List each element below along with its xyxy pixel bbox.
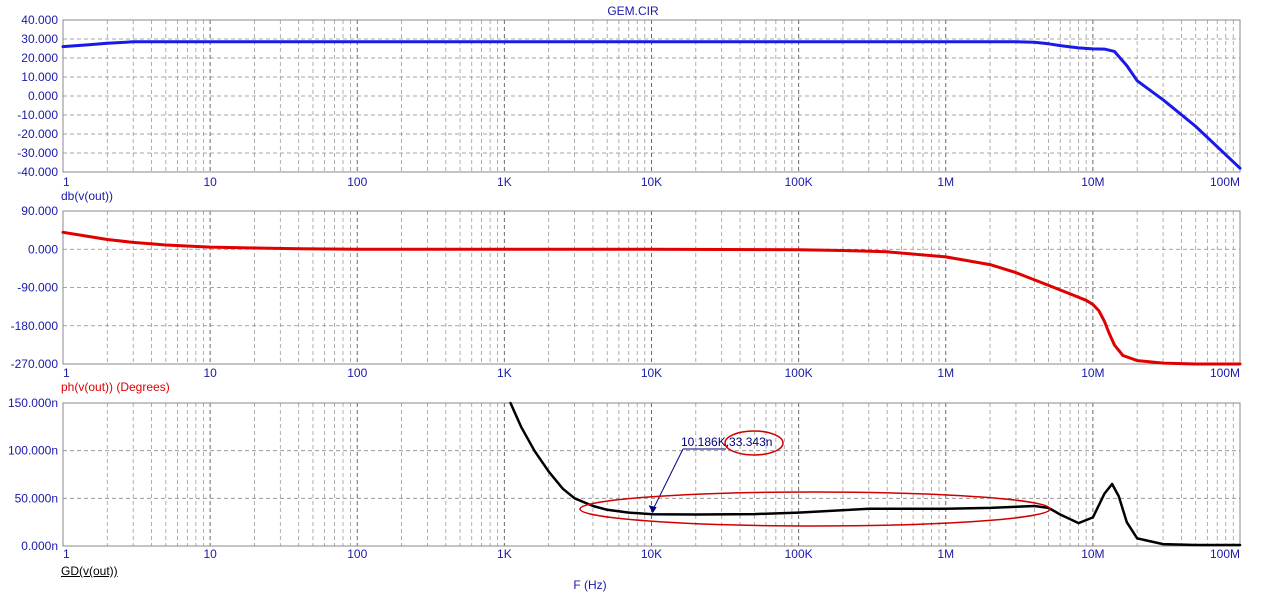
x-tick-label: 1K [497,366,512,380]
series-line [509,401,1242,547]
x-tick-label: 10M [1081,366,1104,380]
x-tick-label: 10 [203,175,217,189]
series-line [61,40,1242,170]
value-highlight-ellipse [724,430,784,456]
x-tick-label: 1M [937,175,954,189]
db-panel-label: db(v(out)) [61,189,114,203]
y-tick-label: -30.000 [17,146,58,160]
x-tick-label: 100M [1210,175,1240,189]
y-tick-label: 100.000n [8,444,58,458]
plot-frame [62,210,1241,365]
x-tick-label: 10M [1081,175,1104,189]
region-highlight-ellipse [579,491,1051,527]
x-tick-label: 100M [1210,366,1240,380]
plot-frame [62,19,1241,173]
marker-label: 10.186K,33.343n [681,435,772,449]
panel-1: 90.000 0.000 -90.000 -180.000 -270.000 1 10 100… [11,204,1242,380]
marker-leader [652,448,684,511]
y-tick-label: 0.000 [28,242,58,256]
phase-panel-label: ph(v(out)) (Degrees) [61,380,170,394]
x-tick-label: 1 [63,366,70,380]
y-tick-label: 90.000 [21,204,58,218]
x-tick-label: 10M [1081,547,1104,561]
x-tick-label: 1 [63,547,70,561]
x-tick-label: 1K [497,175,512,189]
plot-frame [62,402,1241,547]
x-tick-label: 100 [347,366,367,380]
x-tick-label: 10K [641,366,662,380]
x-tick-label: 100K [785,366,813,380]
y-tick-label: -40.000 [17,165,58,179]
gd-panel-label: GD(v(out)) [61,564,118,578]
y-tick-label: -180.000 [11,319,59,333]
x-tick-label: 100K [785,175,813,189]
x-tick-label: 10 [203,547,217,561]
y-tick-label: 150.000n [8,396,58,410]
panel-2: 150.000n 100.000n 50.000n 0.000n 1 10 100 1K 10K… [8,396,1242,561]
x-tick-label: 1 [63,175,70,189]
y-tick-label: 10.000 [21,70,58,84]
y-tick-label: -20.000 [17,127,58,141]
y-tick-label: 0.000 [28,89,58,103]
x-tick-label: 1M [937,366,954,380]
chart-title: GEM.CIR [607,4,659,18]
x-tick-label: 10K [641,175,662,189]
x-tick-label: 100 [347,175,367,189]
x-tick-label: 100K [785,547,813,561]
x-tick-label: 100 [347,547,367,561]
x-tick-label: 100M [1210,547,1240,561]
x-axis-label: F (Hz) [573,578,607,592]
y-tick-label: 40.000 [21,13,58,27]
y-tick-label: -10.000 [17,108,58,122]
marker-arrowhead [648,505,657,514]
panel-0: 40.000 30.000 20.000 10.000 0.000 -10.000 -20.… [17,13,1242,189]
y-tick-label: -270.000 [11,357,59,371]
x-tick-label: 10 [203,366,217,380]
series-line [61,230,1242,366]
y-tick-label: 30.000 [21,32,58,46]
y-tick-label: 20.000 [21,51,58,65]
x-tick-label: 1M [937,547,954,561]
y-tick-label: 50.000n [15,491,58,505]
y-tick-label: 0.000n [21,539,58,553]
x-tick-label: 10K [641,547,662,561]
x-tick-label: 1K [497,547,512,561]
y-tick-label: -90.000 [17,281,58,295]
